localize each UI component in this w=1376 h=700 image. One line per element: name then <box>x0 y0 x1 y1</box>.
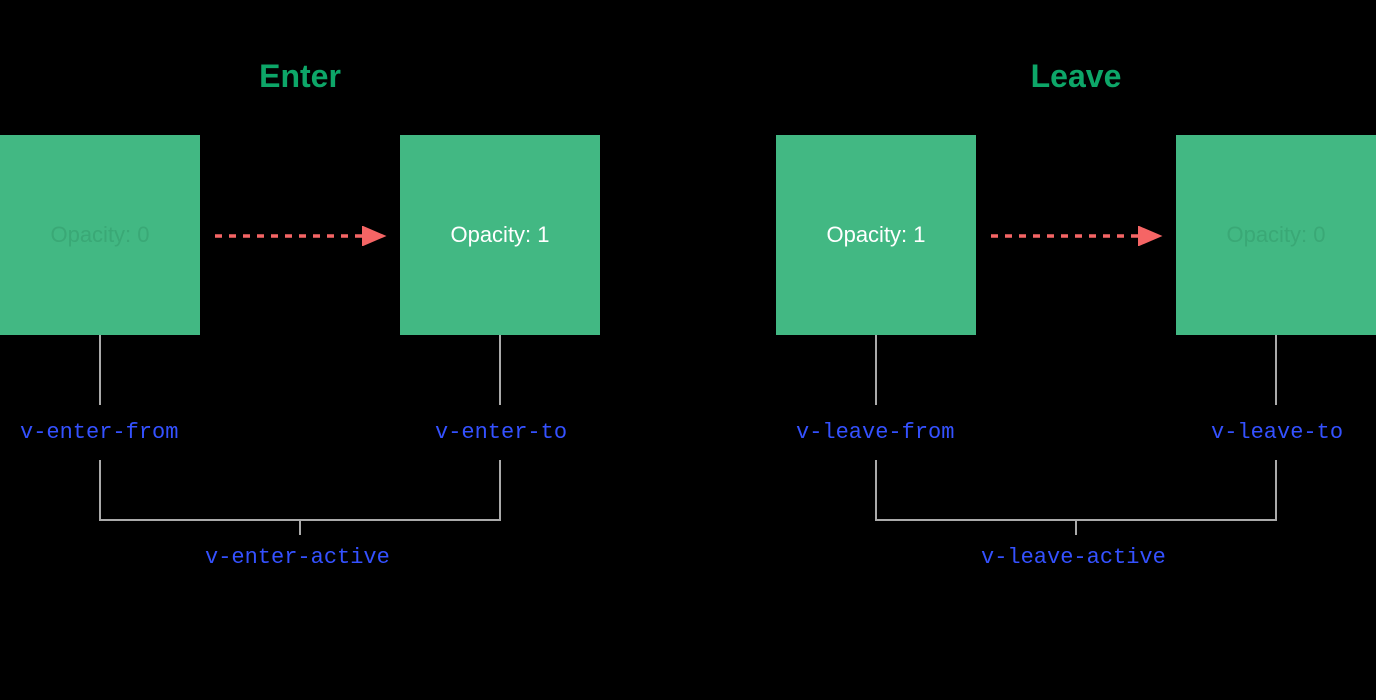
leave-bracket-icon <box>875 460 1277 535</box>
diagram-container: Enter Opacity: 0 Opacity: 1 v-enter-from… <box>0 0 1376 700</box>
enter-panel: Enter Opacity: 0 Opacity: 1 v-enter-from… <box>0 0 688 700</box>
enter-to-connector <box>499 335 501 405</box>
leave-active-label: v-leave-active <box>981 545 1166 570</box>
enter-to-box-text: Opacity: 1 <box>450 222 549 248</box>
leave-to-box: Opacity: 0 <box>1176 135 1376 335</box>
enter-to-box: Opacity: 1 <box>400 135 600 335</box>
enter-from-box-text: Opacity: 0 <box>50 222 149 248</box>
leave-from-label: v-leave-from <box>796 420 954 445</box>
enter-from-box: Opacity: 0 <box>0 135 200 335</box>
enter-from-connector <box>99 335 101 405</box>
enter-arrow-icon <box>215 226 395 246</box>
leave-arrow-icon <box>991 226 1171 246</box>
enter-from-label: v-enter-from <box>20 420 178 445</box>
enter-bracket-icon <box>99 460 501 535</box>
leave-to-connector <box>1275 335 1277 405</box>
enter-title: Enter <box>0 58 600 95</box>
leave-from-box: Opacity: 1 <box>776 135 976 335</box>
enter-active-label: v-enter-active <box>205 545 390 570</box>
leave-panel: Leave Opacity: 1 Opacity: 0 v-leave-from… <box>688 0 1376 700</box>
enter-to-label: v-enter-to <box>435 420 567 445</box>
leave-to-box-text: Opacity: 0 <box>1226 222 1325 248</box>
leave-from-box-text: Opacity: 1 <box>826 222 925 248</box>
leave-from-connector <box>875 335 877 405</box>
leave-to-label: v-leave-to <box>1211 420 1343 445</box>
leave-title: Leave <box>776 58 1376 95</box>
